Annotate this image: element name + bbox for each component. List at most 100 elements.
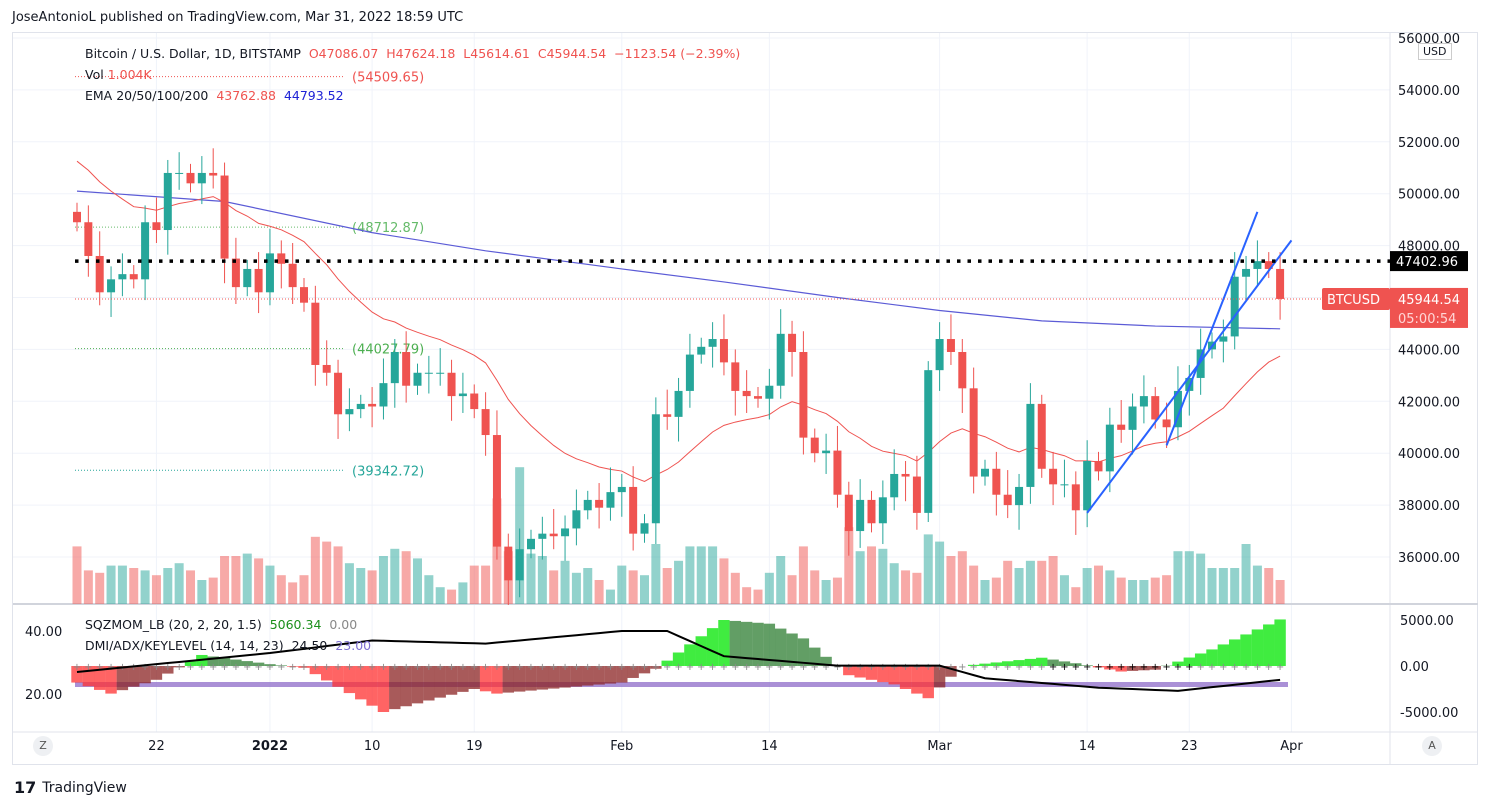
candle-body	[583, 499, 592, 511]
squeeze-dot: +	[629, 662, 637, 673]
squeeze-dot: +	[924, 662, 932, 673]
squeeze-dot: +	[618, 662, 626, 673]
candle-body	[492, 435, 501, 547]
momentum-bar	[638, 666, 651, 674]
candle-body	[810, 437, 819, 454]
squeeze-dot: +	[130, 662, 138, 673]
volume-bar	[1128, 580, 1138, 604]
squeeze-dot: +	[833, 662, 841, 673]
auto-scale-button[interactable]: A	[1422, 736, 1442, 756]
volume-bar	[844, 527, 854, 604]
momentum-bar	[94, 666, 106, 690]
candle-body	[129, 274, 138, 280]
time-axis-label: 22	[148, 739, 165, 754]
candle-body	[73, 211, 81, 223]
volume-bar	[481, 565, 491, 604]
squeeze-dot: +	[459, 662, 467, 673]
momentum-bar	[1149, 666, 1161, 670]
volume-bar	[1241, 544, 1251, 604]
candle-body	[572, 510, 581, 529]
candle-body	[515, 549, 524, 581]
squeeze-dot: +	[845, 662, 853, 673]
candle-body	[402, 351, 411, 386]
squeeze-dot: +	[1004, 662, 1012, 673]
squeeze-dot: +	[1117, 662, 1125, 673]
squeeze-dot: +	[981, 662, 989, 673]
momentum-bar	[82, 666, 95, 687]
momentum-bar	[1194, 653, 1207, 666]
candle-body	[1128, 406, 1137, 430]
volume-bar	[719, 558, 729, 604]
tradingview-logo[interactable]: 𝟭𝟳 TradingView	[14, 778, 127, 797]
squeeze-dot: +	[220, 662, 228, 673]
squeeze-dot: +	[198, 662, 206, 673]
squeeze-dot: +	[504, 662, 512, 673]
volume-bar	[923, 534, 933, 604]
sqzmom-value-2: 0.00	[329, 617, 358, 632]
squeeze-dot: +	[1106, 662, 1114, 673]
momentum-bar	[1263, 624, 1275, 666]
squeeze-dot: +	[107, 662, 115, 673]
candle-body	[356, 403, 365, 410]
adx-axis-label: 40.00	[25, 625, 62, 640]
candle-body	[629, 486, 638, 534]
momentum-bar	[729, 620, 741, 666]
squeeze-dot: +	[697, 662, 705, 673]
candle-body	[561, 528, 570, 537]
volume-bar	[242, 553, 252, 604]
volume-bar	[276, 575, 286, 604]
momentum-bar	[1206, 649, 1218, 666]
squeeze-dot: +	[890, 662, 898, 673]
momentum-bar	[888, 666, 900, 685]
price-axis-label: 42000.00	[1398, 395, 1460, 410]
candle-body	[538, 533, 547, 539]
candle-body	[1049, 468, 1058, 485]
squeeze-dot: +	[323, 662, 331, 673]
momentum-bar	[184, 661, 197, 666]
volume-bar	[594, 580, 604, 604]
momentum-bar	[491, 666, 503, 694]
squeeze-dot: +	[141, 662, 149, 673]
momentum-bar	[672, 652, 685, 666]
dmi-legend: DMI/ADX/KEYLEVEL (14, 14, 23) 24.50 23.0…	[85, 638, 371, 653]
sqzmom-label: SQZMOM_LB (20, 2, 20, 1.5)	[85, 617, 262, 632]
candle-body	[447, 372, 456, 397]
squeeze-dot: +	[992, 662, 1000, 673]
momentum-bar	[230, 659, 242, 666]
candle-body	[84, 222, 93, 256]
chart-frame[interactable]	[12, 32, 1478, 765]
squeeze-dot: +	[402, 662, 410, 673]
volume-bar	[935, 541, 945, 604]
symbol-tag	[1322, 287, 1390, 310]
candle-body	[595, 499, 604, 508]
volume-bar	[1082, 568, 1092, 604]
momentum-bar	[967, 664, 980, 666]
symbol-legend: Bitcoin / U.S. Dollar, 1D, BITSTAMP O470…	[85, 46, 740, 61]
momentum-bar	[355, 666, 367, 700]
candle-body	[1026, 403, 1035, 487]
candle-body	[981, 468, 989, 477]
momentum-bar	[207, 656, 219, 666]
momentum-bar	[809, 647, 821, 666]
squeeze-dot: +	[1162, 662, 1170, 673]
momentum-bar	[423, 666, 435, 701]
momentum-bar	[479, 666, 492, 692]
volume-bar	[912, 572, 922, 604]
momentum-bar	[1092, 666, 1105, 668]
volume-bar	[674, 560, 684, 604]
candle-body	[197, 172, 206, 184]
zoom-button[interactable]: Z	[33, 736, 53, 756]
time-axis-label: 23	[1181, 739, 1198, 754]
currency-label[interactable]: USD	[1418, 43, 1452, 60]
time-axis-label: Feb	[610, 739, 633, 754]
volume-bar	[231, 556, 241, 604]
volume-bar	[855, 551, 865, 604]
momentum-bar	[695, 636, 707, 666]
volume-bar	[413, 558, 422, 604]
price-axis-label: 52000.00	[1398, 136, 1460, 151]
candle-body	[958, 351, 967, 389]
momentum-bar	[468, 666, 480, 689]
momentum-bar	[434, 666, 446, 698]
low-value: L45614.61	[463, 46, 530, 61]
